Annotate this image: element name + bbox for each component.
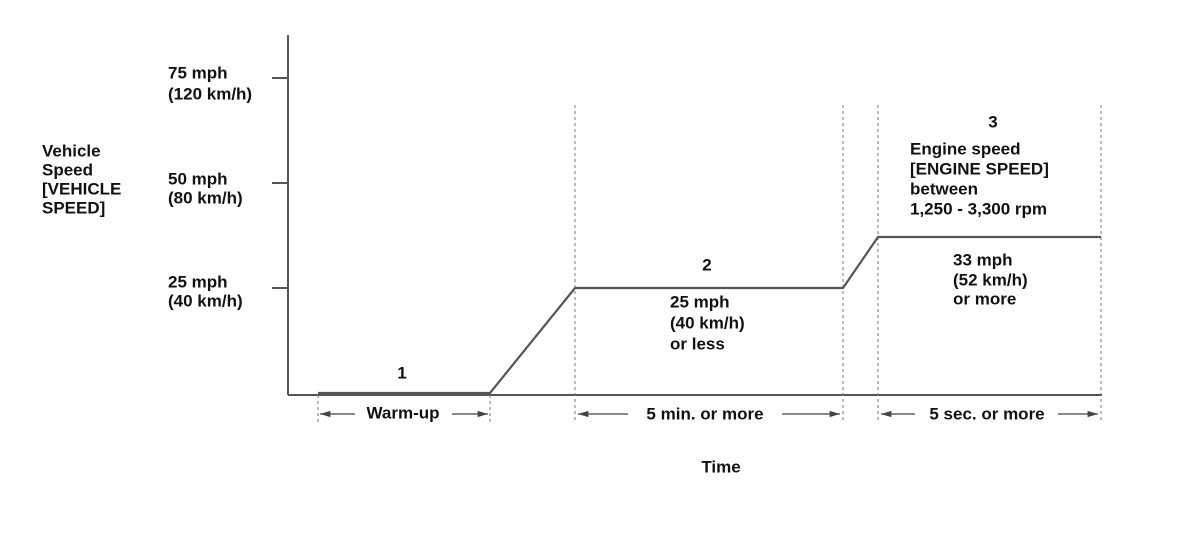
y-axis-label: [VEHICLE [42,179,121,198]
speed-profile [318,235,1101,395]
y-axis-label: SPEED] [42,198,105,217]
phase-number: 3 [988,112,997,131]
tick-label: (80 km/h) [168,188,243,207]
phase-condition: 25 mph [670,292,730,311]
phase-duration: Warm-up [366,403,439,422]
phase-note: between [910,179,978,198]
phase-note: Engine speed [910,139,1021,158]
tick-label: 75 mph [168,63,228,82]
phase-duration: 5 min. or more [646,404,763,423]
tick-label: (120 km/h) [168,84,252,103]
phase-number: 1 [397,363,406,382]
tick-label: 25 mph [168,272,228,291]
phase-condition: (52 km/h) [953,270,1028,289]
phase-note: [ENGINE SPEED] [910,159,1049,178]
y-axis-label: Vehicle [42,141,101,160]
phase-condition: or more [953,289,1016,308]
phase-duration: 5 sec. or more [929,404,1044,423]
dividers [317,105,1102,422]
y-axis-label: Speed [42,160,93,179]
phase-condition: 33 mph [953,250,1013,269]
x-axis-label: Time [701,457,740,476]
phase-condition: or less [670,334,725,353]
phase-number: 2 [702,255,711,274]
tick-label: (40 km/h) [168,291,243,310]
tick-label: 50 mph [168,169,228,188]
phase-condition: (40 km/h) [670,313,745,332]
phase-note: 1,250 - 3,300 rpm [910,199,1047,218]
